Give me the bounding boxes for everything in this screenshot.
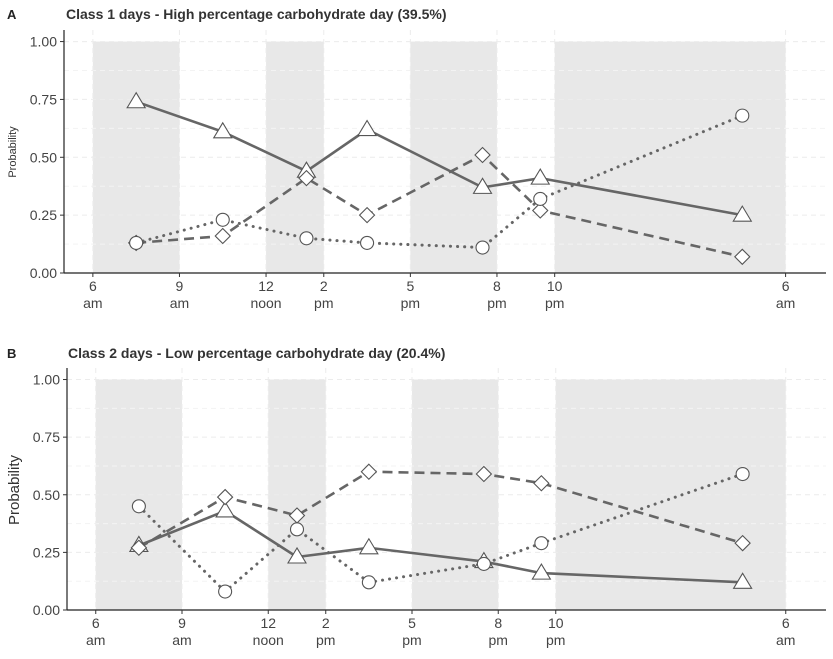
- x-tick-label: 5: [408, 615, 416, 631]
- panel-a: A Class 1 days - High percentage carbohy…: [7, 6, 826, 311]
- x-tick-sublabel: pm: [546, 632, 565, 648]
- data-point-triangle: [530, 168, 551, 185]
- x-tick-label: 5: [406, 278, 414, 294]
- x-tick-label: 12: [258, 278, 274, 294]
- data-point-diamond: [214, 227, 232, 245]
- y-tick-label: 1.00: [30, 34, 57, 50]
- data-point-diamond: [533, 474, 550, 492]
- x-tick-label: 2: [320, 278, 328, 294]
- y-tick-label: 0.00: [33, 602, 60, 618]
- x-tick-label: 12: [260, 615, 276, 631]
- x-tick-label: 8: [494, 615, 502, 631]
- plot-area: 0.000.250.500.751.006am9am12noon2pm5pm8p…: [30, 30, 826, 311]
- x-tick-sublabel: pm: [487, 295, 506, 311]
- x-tick-sublabel: pm: [545, 295, 564, 311]
- y-axis-label: Probability: [6, 454, 23, 525]
- data-point-diamond: [475, 465, 493, 483]
- data-point-triangle: [531, 563, 552, 580]
- data-point-circle: [735, 466, 750, 482]
- data-point-circle: [289, 522, 305, 537]
- data-point-triangle: [472, 177, 493, 194]
- y-tick-label: 0.50: [33, 487, 60, 503]
- data-point-circle: [299, 231, 314, 246]
- x-tick-sublabel: pm: [489, 632, 508, 648]
- data-point-triangle: [126, 91, 147, 109]
- panel-letter: A: [7, 7, 17, 22]
- data-point-diamond: [360, 463, 378, 480]
- panel-title: Class 2 days - Low percentage carbohydra…: [68, 345, 445, 361]
- y-axis-label: Probability: [7, 126, 19, 178]
- x-tick-label: 9: [178, 615, 186, 631]
- data-point-circle: [360, 235, 375, 250]
- data-point-circle: [218, 584, 233, 599]
- x-tick-sublabel: am: [776, 295, 795, 311]
- x-tick-label: 6: [89, 278, 97, 294]
- data-point-triangle: [215, 500, 236, 518]
- x-tick-sublabel: noon: [250, 295, 281, 311]
- data-point-diamond: [216, 488, 234, 506]
- x-tick-sublabel: pm: [401, 295, 420, 311]
- y-tick-label: 0.50: [30, 149, 57, 165]
- y-tick-label: 0.00: [30, 265, 57, 281]
- x-tick-label: 6: [782, 278, 790, 294]
- x-tick-sublabel: am: [86, 632, 105, 648]
- data-point-circle: [476, 556, 491, 571]
- x-tick-label: 9: [176, 278, 184, 294]
- y-tick-label: 0.75: [30, 91, 57, 107]
- data-point-circle: [735, 108, 750, 123]
- data-point-circle: [475, 240, 490, 255]
- y-tick-label: 0.75: [33, 429, 60, 445]
- x-tick-label: 10: [547, 278, 563, 294]
- data-point-diamond: [298, 169, 315, 187]
- x-tick-label: 10: [548, 615, 564, 631]
- panel-title: Class 1 days - High percentage carbohydr…: [66, 6, 446, 22]
- data-point-triangle: [358, 537, 379, 555]
- data-point-circle: [131, 499, 146, 514]
- data-point-circle: [215, 212, 230, 227]
- data-point-circle: [129, 235, 144, 250]
- x-tick-sublabel: am: [172, 632, 191, 648]
- x-tick-label: 6: [782, 615, 790, 631]
- y-tick-label: 1.00: [33, 372, 60, 388]
- x-tick-sublabel: pm: [316, 632, 335, 648]
- data-point-circle: [534, 536, 549, 551]
- y-tick-label: 0.25: [33, 544, 60, 560]
- data-point-circle: [533, 191, 548, 206]
- data-point-diamond: [734, 534, 751, 552]
- panel-b: B Class 2 days - Low percentage carbohyd…: [6, 345, 826, 648]
- data-point-circle: [361, 575, 376, 590]
- x-tick-sublabel: am: [83, 295, 102, 311]
- x-tick-sublabel: am: [170, 295, 189, 311]
- data-point-diamond: [474, 146, 491, 164]
- data-point-triangle: [287, 546, 307, 564]
- panel-letter: B: [7, 346, 16, 361]
- x-tick-sublabel: pm: [402, 632, 421, 648]
- data-point-triangle: [357, 119, 378, 137]
- data-point-triangle: [212, 121, 233, 139]
- data-point-triangle: [732, 572, 753, 589]
- x-tick-label: 6: [92, 615, 100, 631]
- x-tick-label: 8: [493, 278, 501, 294]
- plot-area: 0.000.250.500.751.006am9am12noon2pm5pm8p…: [33, 368, 826, 648]
- data-point-diamond: [531, 202, 549, 219]
- data-point-diamond: [734, 248, 751, 266]
- data-point-diamond: [130, 539, 148, 557]
- y-tick-label: 0.25: [30, 207, 57, 223]
- x-tick-sublabel: pm: [314, 295, 333, 311]
- data-point-triangle: [732, 205, 753, 222]
- x-tick-sublabel: am: [776, 632, 795, 648]
- x-tick-sublabel: noon: [253, 632, 284, 648]
- x-tick-label: 2: [322, 615, 330, 631]
- data-point-diamond: [358, 206, 376, 224]
